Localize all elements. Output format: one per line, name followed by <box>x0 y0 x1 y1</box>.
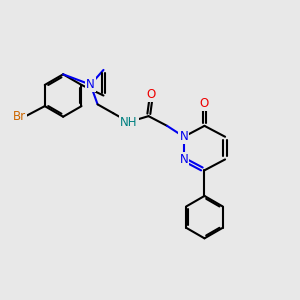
Text: O: O <box>200 97 209 110</box>
Text: Br: Br <box>12 110 26 123</box>
Text: N: N <box>179 153 188 166</box>
Text: N: N <box>179 130 188 143</box>
Text: O: O <box>147 88 156 101</box>
Text: NH: NH <box>120 116 138 128</box>
Text: N: N <box>86 78 95 91</box>
